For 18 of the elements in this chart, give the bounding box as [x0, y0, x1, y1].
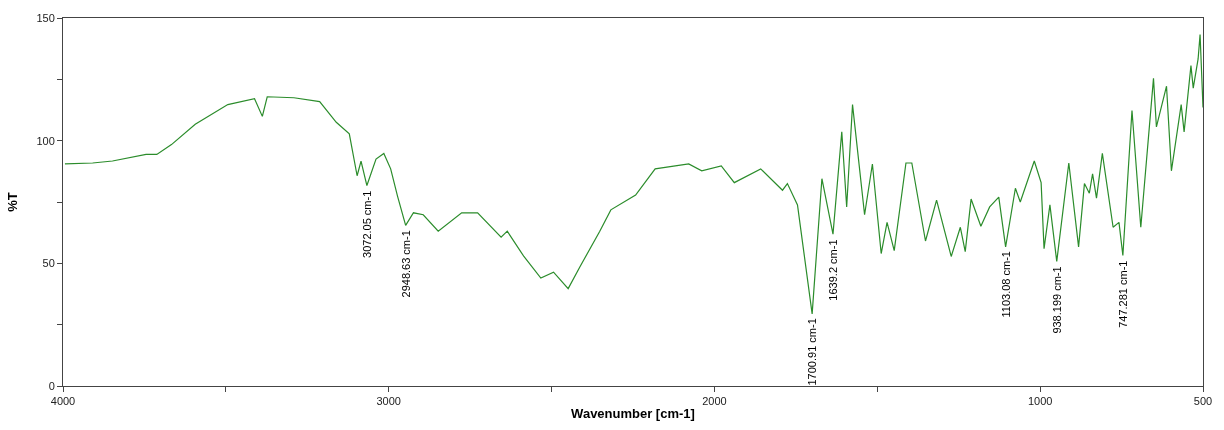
x-tick-label: 500 — [1193, 395, 1213, 408]
annotation: 747.281 cm-1 — [1116, 260, 1129, 328]
y-axis-title: %T — [5, 192, 21, 212]
annotation: 1639.2 cm-1 — [827, 239, 840, 301]
x-axis-title: Wavenumber [cm-1] — [571, 405, 695, 421]
annotation: 3072.05 cm-1 — [360, 190, 373, 258]
x-tick-label: 4000 — [50, 395, 76, 408]
x-tick-label: 2000 — [702, 395, 727, 408]
y-tick-label: 0 — [48, 379, 55, 392]
annotation: 1700.91 cm-1 — [805, 318, 818, 386]
annotation: 938.199 cm-1 — [1050, 266, 1063, 334]
y-tick-label: 100 — [36, 134, 55, 147]
x-tick-label: 3000 — [376, 395, 401, 408]
annotation: 1103.08 cm-1 — [999, 251, 1012, 318]
x-tick-label: 1000 — [1027, 395, 1053, 408]
y-tick-label: 150 — [36, 11, 55, 24]
y-tick-label: 50 — [42, 257, 55, 270]
annotation: 2948.63 cm-1 — [399, 230, 412, 298]
